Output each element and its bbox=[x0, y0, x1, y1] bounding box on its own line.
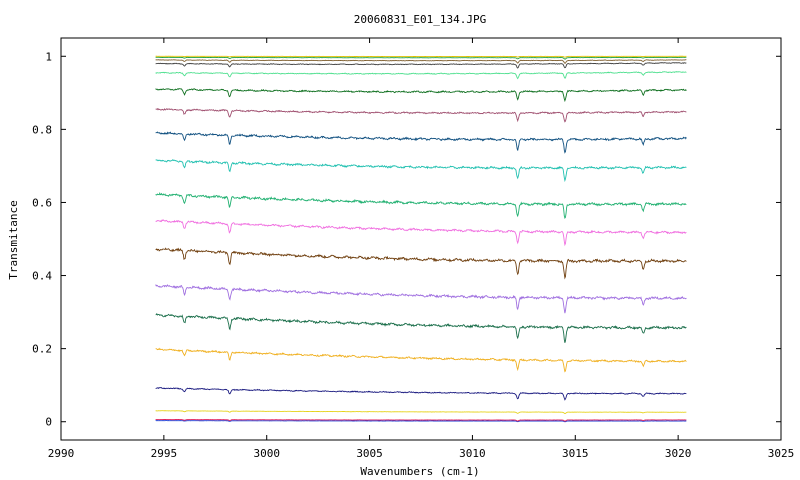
y-tick-label: 0.6 bbox=[32, 196, 52, 209]
series-group bbox=[155, 55, 687, 423]
x-tick-label: 3005 bbox=[356, 447, 383, 460]
x-tick-label: 3025 bbox=[768, 447, 795, 460]
y-axis-label: Transmitance bbox=[7, 200, 20, 279]
series-line-6 bbox=[155, 312, 687, 343]
x-tick-label: 2995 bbox=[151, 447, 178, 460]
x-tick-label: 3010 bbox=[459, 447, 486, 460]
series-line-5 bbox=[155, 347, 687, 373]
series-line-17 bbox=[155, 59, 687, 64]
series-line-15 bbox=[155, 71, 687, 80]
series-line-3 bbox=[155, 410, 687, 415]
y-tick-label: 1 bbox=[45, 50, 52, 63]
plot-frame bbox=[60, 37, 782, 441]
series-line-4 bbox=[155, 387, 687, 401]
series-line-14 bbox=[155, 88, 687, 103]
series-line-11 bbox=[155, 159, 687, 183]
series-line-16 bbox=[155, 62, 687, 69]
series-line-18 bbox=[155, 56, 687, 60]
series-line-2 bbox=[155, 419, 687, 422]
series-line-9 bbox=[155, 219, 687, 247]
series-line-10 bbox=[155, 192, 687, 219]
y-tick-label: 0 bbox=[45, 416, 52, 429]
x-tick-label: 3000 bbox=[253, 447, 280, 460]
series-line-13 bbox=[155, 108, 687, 123]
series-line-12 bbox=[155, 131, 687, 154]
axis-ticks: 2990 2995 3000 3005 3010 3015 3020 3025 0 0.2 0.4 0… bbox=[32, 38, 794, 460]
y-tick-label: 0.2 bbox=[32, 343, 52, 356]
chart-title: 20060831_E01_134.JPG bbox=[354, 13, 486, 26]
y-tick-label: 0.4 bbox=[32, 270, 52, 283]
x-axis-label: Wavenumbers (cm-1) bbox=[360, 465, 479, 478]
x-tick-label: 3015 bbox=[562, 447, 589, 460]
series-line-8 bbox=[155, 247, 687, 280]
x-tick-label: 3020 bbox=[665, 447, 692, 460]
y-tick-label: 0.8 bbox=[32, 123, 52, 136]
x-tick-label: 2990 bbox=[48, 447, 75, 460]
series-line-19 bbox=[155, 55, 687, 58]
series-line-1 bbox=[155, 420, 687, 423]
series-line-7 bbox=[155, 284, 687, 314]
